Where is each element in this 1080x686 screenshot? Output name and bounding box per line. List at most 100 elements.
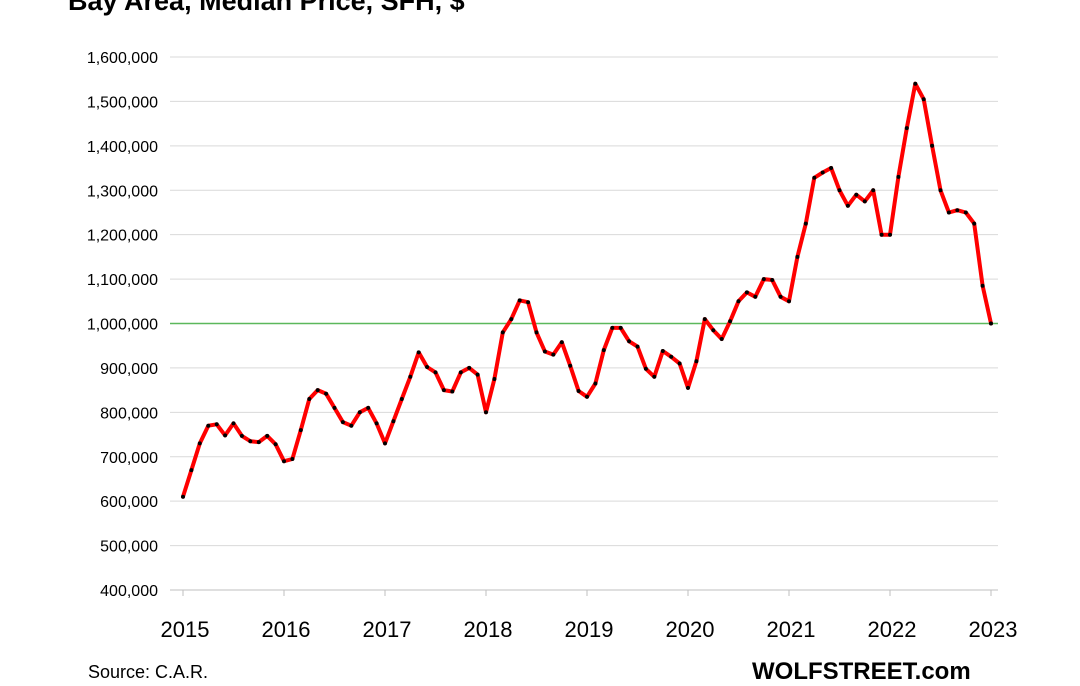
data-point <box>282 459 286 464</box>
data-point <box>770 278 775 282</box>
data-point <box>340 420 345 425</box>
data-point <box>618 325 623 330</box>
data-point <box>441 388 446 393</box>
data-point <box>913 81 918 86</box>
y-tick-label: 1,300,000 <box>87 183 158 200</box>
data-point <box>492 377 497 381</box>
data-point <box>711 328 716 333</box>
data-point <box>652 374 657 379</box>
data-point <box>568 363 573 368</box>
data-point <box>484 410 488 415</box>
data-point <box>265 433 270 438</box>
x-tick-labels: 2015 2016 2017 2018 2019 2020 2021 2022 2023 <box>161 617 1018 642</box>
data-point <box>467 365 472 370</box>
data-point <box>273 442 278 447</box>
data-point <box>500 330 505 335</box>
data-point <box>829 166 834 170</box>
data-point <box>820 170 825 175</box>
data-point <box>635 344 640 349</box>
data-point <box>778 294 783 299</box>
data-point <box>332 405 337 410</box>
data-point <box>980 283 985 288</box>
data-point <box>458 370 463 375</box>
data-point <box>374 421 379 426</box>
data-point <box>248 439 253 444</box>
data-point <box>601 348 606 353</box>
data-point <box>812 175 817 180</box>
x-tick-label: 2019 <box>565 617 614 642</box>
gridlines <box>170 56 998 591</box>
y-tick-label: 1,400,000 <box>87 139 158 156</box>
data-point <box>989 321 993 326</box>
data-point <box>290 457 295 461</box>
source-label: Source: C.A.R. <box>88 662 209 682</box>
data-point <box>526 300 531 305</box>
data-point <box>239 433 244 438</box>
data-point <box>307 397 312 401</box>
y-tick-label: 900,000 <box>100 361 158 378</box>
y-tick-labels: 400,000 500,000 600,000 700,000 800,000 900,0… <box>87 50 158 600</box>
data-point <box>862 199 867 204</box>
x-tick-label: 2022 <box>868 617 917 642</box>
data-point <box>744 290 749 295</box>
data-point <box>576 389 581 393</box>
x-tick-label: 2016 <box>262 617 311 642</box>
data-point <box>761 277 766 282</box>
data-point <box>433 370 438 375</box>
data-point <box>357 410 362 415</box>
data-point <box>181 494 185 499</box>
data-point <box>206 423 211 428</box>
data-point <box>803 221 808 226</box>
data-point <box>408 374 413 379</box>
y-tick-label: 500,000 <box>100 539 158 556</box>
data-point <box>736 299 741 304</box>
data-point <box>946 210 951 215</box>
data-point <box>509 317 514 322</box>
data-point <box>677 361 682 366</box>
data-point <box>837 188 842 193</box>
data-point <box>686 385 690 390</box>
data-point <box>728 319 733 324</box>
data-point <box>315 388 320 393</box>
data-point <box>896 174 901 179</box>
y-tick-label: 1,600,000 <box>87 50 158 67</box>
data-point <box>534 330 539 335</box>
data-point <box>930 143 935 148</box>
data-point <box>888 232 892 237</box>
data-point <box>559 340 564 345</box>
y-tick-label: 1,000,000 <box>87 317 158 334</box>
y-tick-label: 1,100,000 <box>87 272 158 289</box>
data-point <box>643 366 648 371</box>
data-point <box>660 349 665 353</box>
data-point <box>871 188 876 193</box>
y-tick-label: 1,500,000 <box>87 94 158 111</box>
data-point <box>450 389 455 394</box>
y-tick-label: 800,000 <box>100 405 158 422</box>
data-point <box>702 317 707 322</box>
data-point <box>795 254 800 259</box>
data-point <box>542 349 547 354</box>
y-tick-label: 1,200,000 <box>87 228 158 245</box>
data-point <box>879 232 884 237</box>
x-tick-label: 2018 <box>464 617 513 642</box>
data-point <box>197 441 202 446</box>
data-point <box>416 350 421 355</box>
data-point <box>904 126 909 131</box>
data-point <box>366 405 371 410</box>
x-tick-label: 2020 <box>666 617 715 642</box>
data-point <box>383 441 387 446</box>
data-point <box>845 203 850 208</box>
data-point <box>189 468 194 473</box>
x-tick-label: 2017 <box>363 617 412 642</box>
data-point <box>854 192 859 197</box>
data-point <box>955 208 960 213</box>
data-point <box>324 391 329 396</box>
y-tick-label: 400,000 <box>100 583 158 600</box>
data-point <box>517 298 522 303</box>
data-point <box>719 337 724 341</box>
data-point <box>425 365 430 369</box>
x-tick-label: 2023 <box>969 617 1018 642</box>
data-point <box>753 294 758 299</box>
data-point <box>694 359 699 364</box>
